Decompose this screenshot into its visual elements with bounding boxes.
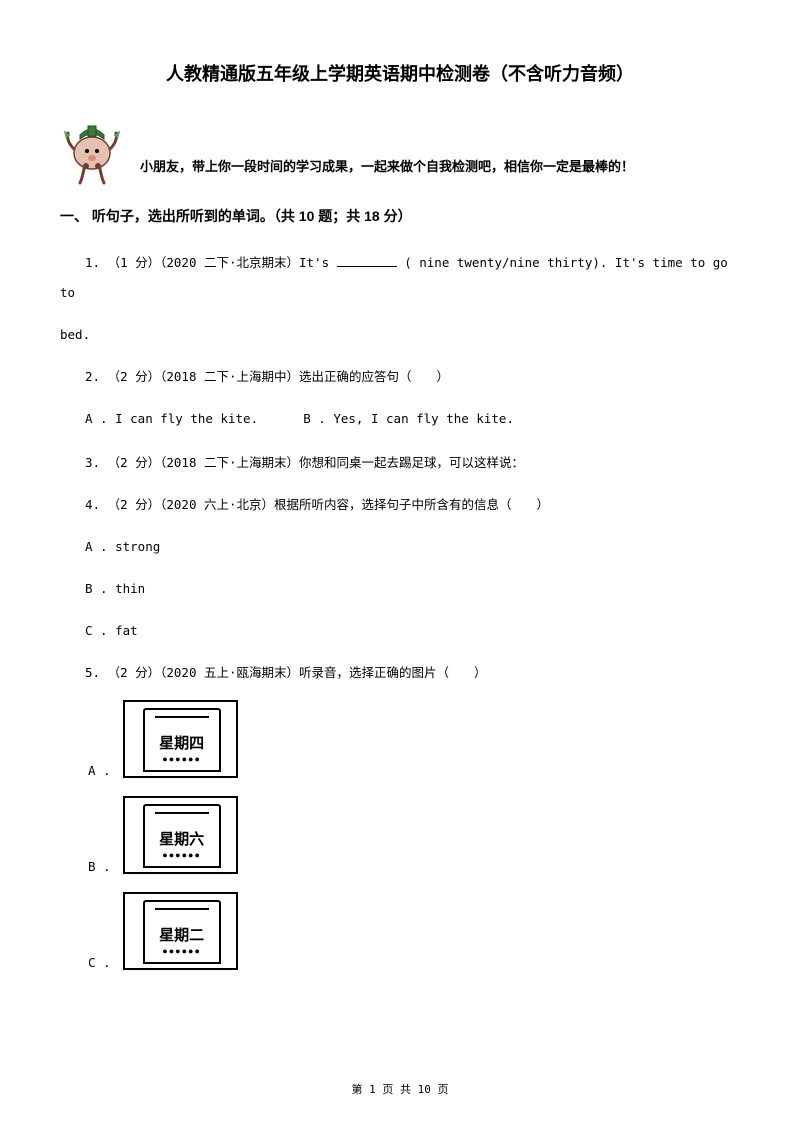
calendar-a-text: 星期四 <box>145 732 219 753</box>
intro-row: 小朋友，带上你一段时间的学习成果，一起来做个自我检测吧，相信你一定是最棒的！ <box>60 111 740 186</box>
q5-letter-a: A . <box>88 763 111 778</box>
question-2: 2. （2 分）（2018 二下·上海期中）选出正确的应答句（ ） <box>60 362 740 392</box>
question-3: 3. （2 分）（2018 二下·上海期末）你想和同桌一起去踢足球，可以这样说： <box>60 448 740 478</box>
question-5: 5. （2 分）（2020 五上·瓯海期末）听录音，选择正确的图片（ ） <box>60 658 740 688</box>
question-4: 4. （2 分）（2020 六上·北京）根据所听内容，选择句子中所含有的信息（ … <box>60 490 740 520</box>
calendar-dots: ●●●●●● <box>145 754 219 764</box>
calendar-b-text: 星期六 <box>145 828 219 849</box>
q2-option-a[interactable]: A . I can fly the kite. <box>85 411 258 426</box>
q5-option-c-row[interactable]: C . 星期二 ●●●●●● <box>88 892 740 970</box>
q5-letter-c: C . <box>88 955 111 970</box>
q4-option-c[interactable]: C . fat <box>60 616 740 646</box>
calendar-dots: ●●●●●● <box>145 850 219 860</box>
calendar-dots: ●●●●●● <box>145 946 219 956</box>
calendar-c-text: 星期二 <box>145 924 219 945</box>
question-1: 1. （1 分）（2020 二下·北京期末）It's ( nine twenty… <box>60 248 740 308</box>
calendar-thursday-icon: 星期四 ●●●●●● <box>123 700 238 778</box>
page-footer: 第 1 页 共 10 页 <box>0 1081 800 1097</box>
q4-option-b[interactable]: B . thin <box>60 574 740 604</box>
q5-option-a-row[interactable]: A . 星期四 ●●●●●● <box>88 700 740 778</box>
q1-prefix: 1. （1 分）（2020 二下·北京期末）It's <box>85 255 337 270</box>
q5-letter-b: B . <box>88 859 111 874</box>
calendar-tuesday-icon: 星期二 ●●●●●● <box>123 892 238 970</box>
intro-text: 小朋友，带上你一段时间的学习成果，一起来做个自我检测吧，相信你一定是最棒的！ <box>140 155 740 186</box>
section-1-header: 一、 听句子，选出所听到的单词。（共 10 题；共 18 分） <box>60 206 740 226</box>
q4-option-a[interactable]: A . strong <box>60 532 740 562</box>
blank-fill[interactable] <box>337 255 397 268</box>
question-1-line2: bed. <box>60 320 740 350</box>
mascot-icon <box>60 111 125 186</box>
calendar-saturday-icon: 星期六 ●●●●●● <box>123 796 238 874</box>
q2-option-b[interactable]: B . Yes, I can fly the kite. <box>303 411 514 426</box>
question-2-options: A . I can fly the kite. B . Yes, I can f… <box>60 404 740 434</box>
page-title: 人教精通版五年级上学期英语期中检测卷（不含听力音频） <box>60 60 740 86</box>
q5-option-b-row[interactable]: B . 星期六 ●●●●●● <box>88 796 740 874</box>
